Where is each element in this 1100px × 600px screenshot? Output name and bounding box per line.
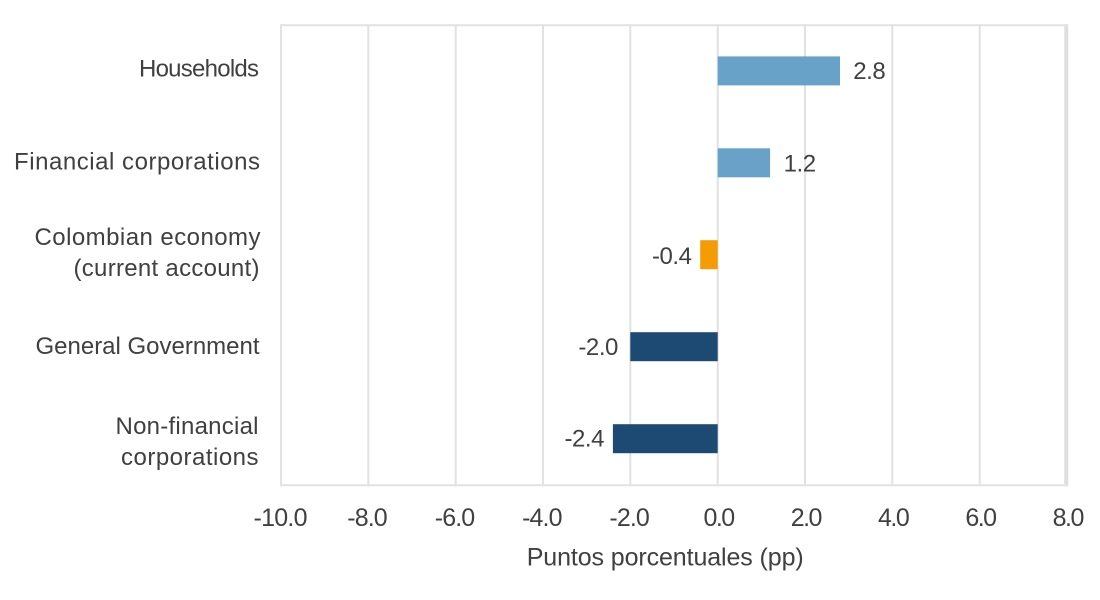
svg-text:-8.0: -8.0 [347,504,387,532]
svg-text:Colombian economy: Colombian economy [35,224,261,251]
svg-text:-4.0: -4.0 [522,504,562,532]
svg-text:Non-financial: Non-financial [116,413,259,440]
svg-text:corporations: corporations [121,444,259,471]
svg-text:-10.0: -10.0 [254,504,308,532]
svg-text:-6.0: -6.0 [435,504,475,532]
svg-text:Households: Households [139,56,259,83]
svg-text:4.0: 4.0 [878,504,910,532]
svg-text:8.0: 8.0 [1053,504,1085,532]
svg-text:General Government: General Government [36,333,260,360]
svg-text:0.0: 0.0 [703,504,735,532]
svg-text:-2.4: -2.4 [565,425,605,452]
svg-text:-0.4: -0.4 [652,243,692,270]
svg-text:(current account): (current account) [74,255,260,282]
svg-text:2.0: 2.0 [791,504,823,532]
svg-text:Puntos porcentuales (pp): Puntos porcentuales (pp) [527,544,804,572]
svg-text:-2.0: -2.0 [609,504,649,532]
svg-text:-2.0: -2.0 [578,334,618,361]
svg-text:1.2: 1.2 [784,150,817,177]
svg-text:Financial corporations: Financial corporations [14,149,260,176]
svg-text:2.8: 2.8 [853,58,886,85]
svg-text:6.0: 6.0 [965,504,997,532]
